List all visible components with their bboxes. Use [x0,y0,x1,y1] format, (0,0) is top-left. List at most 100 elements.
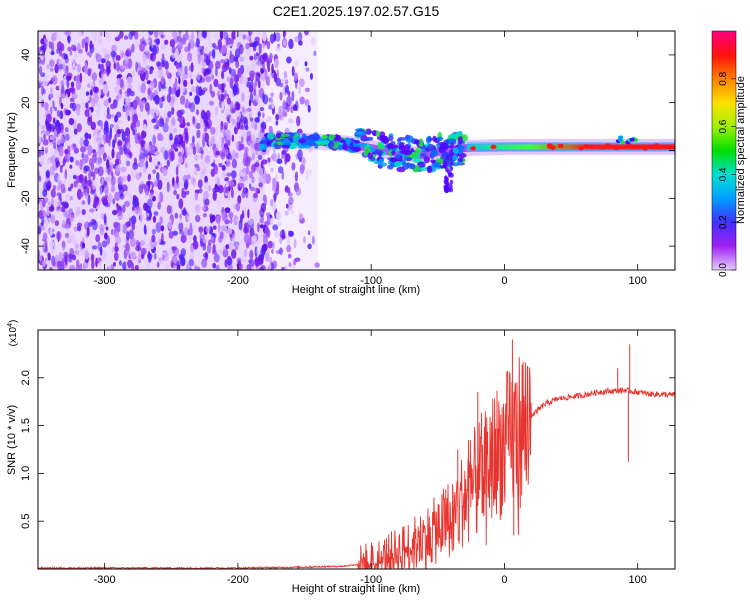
noise-dot [38,77,42,84]
noise-dot [168,151,174,162]
noise-dot [168,219,172,230]
signal-blob [453,147,459,155]
noise-dot [177,67,184,77]
noise-dot [241,256,246,263]
noise-dot [38,175,42,182]
signal-blob [260,139,267,144]
snr-x-ticks: -300 -200 -100 0 100 [94,330,647,586]
noise-dot [101,177,104,186]
noise-dot [250,120,255,129]
noise-dot [127,192,132,203]
noise-dot [45,216,48,228]
noise-dot [284,210,289,216]
noise-dot [145,243,152,252]
signal-blob [314,140,324,144]
signal-blob [430,159,437,164]
signal-blob [439,142,449,151]
noise-dot [89,81,95,87]
noise-dot [113,63,117,69]
noise-dot [123,35,129,40]
noise-dot [265,173,271,185]
noise-dot [268,125,273,134]
noise-dot [190,78,194,85]
noise-dot [41,146,45,156]
noise-dot [215,60,221,69]
signal-blob [333,136,340,141]
noise-dot [201,31,207,38]
noise-dot [248,234,251,244]
noise-dot [38,135,42,144]
signal-blob [457,157,464,163]
noise-dot [281,171,285,180]
noise-dot [183,226,189,237]
signal-blob [260,143,268,151]
noise-dot [236,257,242,264]
noise-dot [245,188,249,199]
noise-dot [146,198,153,209]
noise-dot [175,90,180,98]
noise-dot [125,242,130,251]
noise-dot [224,149,229,156]
noise-dot [244,146,249,154]
noise-dot [259,107,264,112]
noise-dot [260,43,266,48]
noise-dot [307,230,311,236]
noise-dot [257,222,260,233]
noise-dot [131,168,134,177]
noise-dot [115,164,121,173]
noise-dot [68,208,73,215]
noise-dot [223,124,228,131]
noise-dot [152,169,157,175]
signal-blob [415,147,422,154]
noise-dot [248,99,252,107]
noise-dot [250,164,256,174]
noise-dot [231,31,237,40]
noise-dot [130,215,137,225]
noise-dot [270,167,274,173]
noise-dot [177,43,183,50]
noise-dot [298,78,305,87]
noise-dot [135,245,142,252]
noise-dot [237,262,243,270]
noise-dot [229,116,233,124]
noise-dot [111,113,114,118]
noise-dot [238,44,244,55]
noise-dot [243,248,248,257]
noise-dot [271,63,274,74]
noise-dot [74,250,79,255]
noise-dot [72,174,77,180]
noise-dot [60,89,66,99]
noise-dot [272,241,275,250]
noise-dot [181,191,187,199]
x-tick-label: 100 [629,275,647,287]
noise-dot [279,236,283,244]
noise-dot [64,254,68,266]
noise-dot [155,222,162,233]
noise-dot [262,92,265,103]
noise-dot [259,224,264,229]
noise-dot [272,177,276,188]
noise-dot [73,128,78,135]
carrier-spot [557,143,564,149]
noise-dot [149,53,153,61]
noise-dot [59,165,63,173]
noise-dot [126,76,133,84]
noise-dot [81,152,85,159]
noise-dot [126,142,131,150]
noise-dot [275,32,281,42]
signal-blob [375,130,381,138]
noise-dot [40,99,45,108]
noise-dot [142,60,148,67]
noise-dot [284,79,289,85]
noise-dot [188,72,193,79]
carrier-spot [578,146,585,151]
noise-dot [67,46,72,52]
noise-dot [41,85,44,96]
noise-dot [156,261,160,268]
noise-dot [259,167,264,177]
colorbar-tick-label: 0.4 [718,167,729,181]
noise-dot [243,76,248,85]
noise-dot [132,197,138,208]
snr-y-ticks: 0.5 1.0 1.5 2.0 [20,370,675,529]
noise-dot [152,156,158,167]
